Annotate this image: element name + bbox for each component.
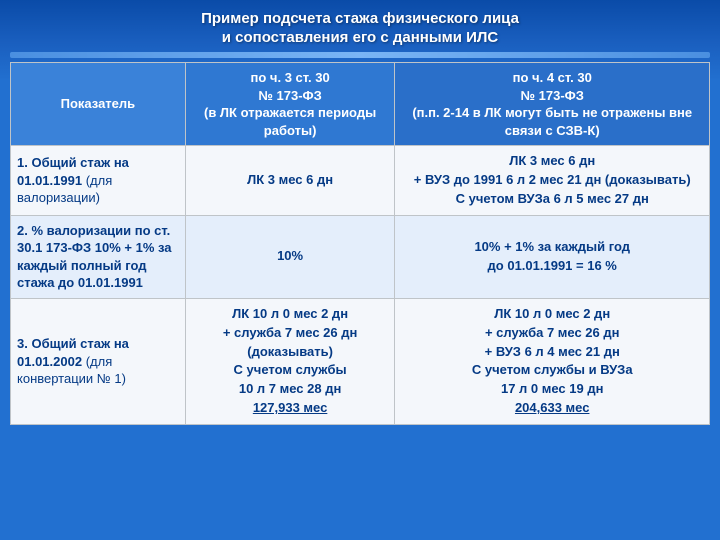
row3-num: 3. <box>17 336 28 351</box>
row2-label: 2. % валоризации по ст. 30.1 173-ФЗ 10% … <box>11 215 186 298</box>
row1-col2: ЛК 3 мес 6 дн <box>185 146 395 216</box>
row2-col2: 10% <box>185 215 395 298</box>
header-bar <box>10 52 710 58</box>
table-row: 2. % валоризации по ст. 30.1 173-ФЗ 10% … <box>11 215 710 298</box>
r3c2-l1: + служба 7 мес 26 дн <box>223 325 358 340</box>
table-row: 1. Общий стаж на 01.01.1991 (для валориз… <box>11 146 710 216</box>
r3c3-l0: ЛК 10 л 0 мес 2 дн <box>494 306 610 321</box>
slide-page: Пример подсчета стажа физического лица и… <box>0 0 720 540</box>
col2-l1: по ч. 3 ст. 30 <box>251 70 330 85</box>
col3-l2: № 173-ФЗ <box>521 88 584 103</box>
col-header-1: Показатель <box>11 63 186 146</box>
col-header-2: по ч. 3 ст. 30 № 173-ФЗ (в ЛК отражается… <box>185 63 395 146</box>
row1-label: 1. Общий стаж на 01.01.1991 (для валориз… <box>11 146 186 216</box>
r3c3-l1: + служба 7 мес 26 дн <box>485 325 620 340</box>
comparison-table: Показатель по ч. 3 ст. 30 № 173-ФЗ (в ЛК… <box>10 62 710 425</box>
col3-l3: (п.п. 2-14 в ЛК могут быть не отражены в… <box>412 105 692 138</box>
title-line1: Пример подсчета стажа физического лица <box>0 0 720 29</box>
col2-l2: № 173-ФЗ <box>258 88 321 103</box>
r3c3-l3: С учетом службы и ВУЗа <box>472 362 633 377</box>
r3c2-l4: 10 л 7 мес 28 дн <box>239 381 341 396</box>
table-row: 3. Общий стаж на 01.01.2002 (для конверт… <box>11 298 710 424</box>
row3-col3: ЛК 10 л 0 мес 2 дн + служба 7 мес 26 дн … <box>395 298 710 424</box>
row2-col3: 10% + 1% за каждый годдо 01.01.1991 = 16… <box>395 215 710 298</box>
r3c2-l3: С учетом службы <box>234 362 347 377</box>
row3-col2: ЛК 10 л 0 мес 2 дн + служба 7 мес 26 дн … <box>185 298 395 424</box>
r3c3-l2: + ВУЗ 6 л 4 мес 21 дн <box>485 344 620 359</box>
table-head: Показатель по ч. 3 ст. 30 № 173-ФЗ (в ЛК… <box>11 63 710 146</box>
r3c2-l5: 127,933 мес <box>253 400 328 415</box>
r3c3-l4: 17 л 0 мес 19 дн <box>501 381 603 396</box>
r3c2-l2: (доказывать) <box>247 344 333 359</box>
r3c2-l0: ЛК 10 л 0 мес 2 дн <box>232 306 348 321</box>
col2-l3: (в ЛК отражается периоды работы) <box>204 105 376 138</box>
row1-col3: ЛК 3 мес 6 дн + ВУЗ до 1991 6 л 2 мес 21… <box>395 146 710 216</box>
col3-l1: по ч. 4 ст. 30 <box>513 70 592 85</box>
title-line2: и сопоставления его с данными ИЛС <box>0 29 720 52</box>
header-row: Показатель по ч. 3 ст. 30 № 173-ФЗ (в ЛК… <box>11 63 710 146</box>
row3-label: 3. Общий стаж на 01.01.2002 (для конверт… <box>11 298 186 424</box>
row2-num: 2. <box>17 223 28 238</box>
table-body: 1. Общий стаж на 01.01.1991 (для валориз… <box>11 146 710 425</box>
row1-num: 1. <box>17 155 28 170</box>
row2-label-bold: % валоризации по ст. 30.1 173-ФЗ 10% + 1… <box>17 223 172 291</box>
r3c3-l5: 204,633 мес <box>515 400 590 415</box>
col-header-3: по ч. 4 ст. 30 № 173-ФЗ (п.п. 2-14 в ЛК … <box>395 63 710 146</box>
